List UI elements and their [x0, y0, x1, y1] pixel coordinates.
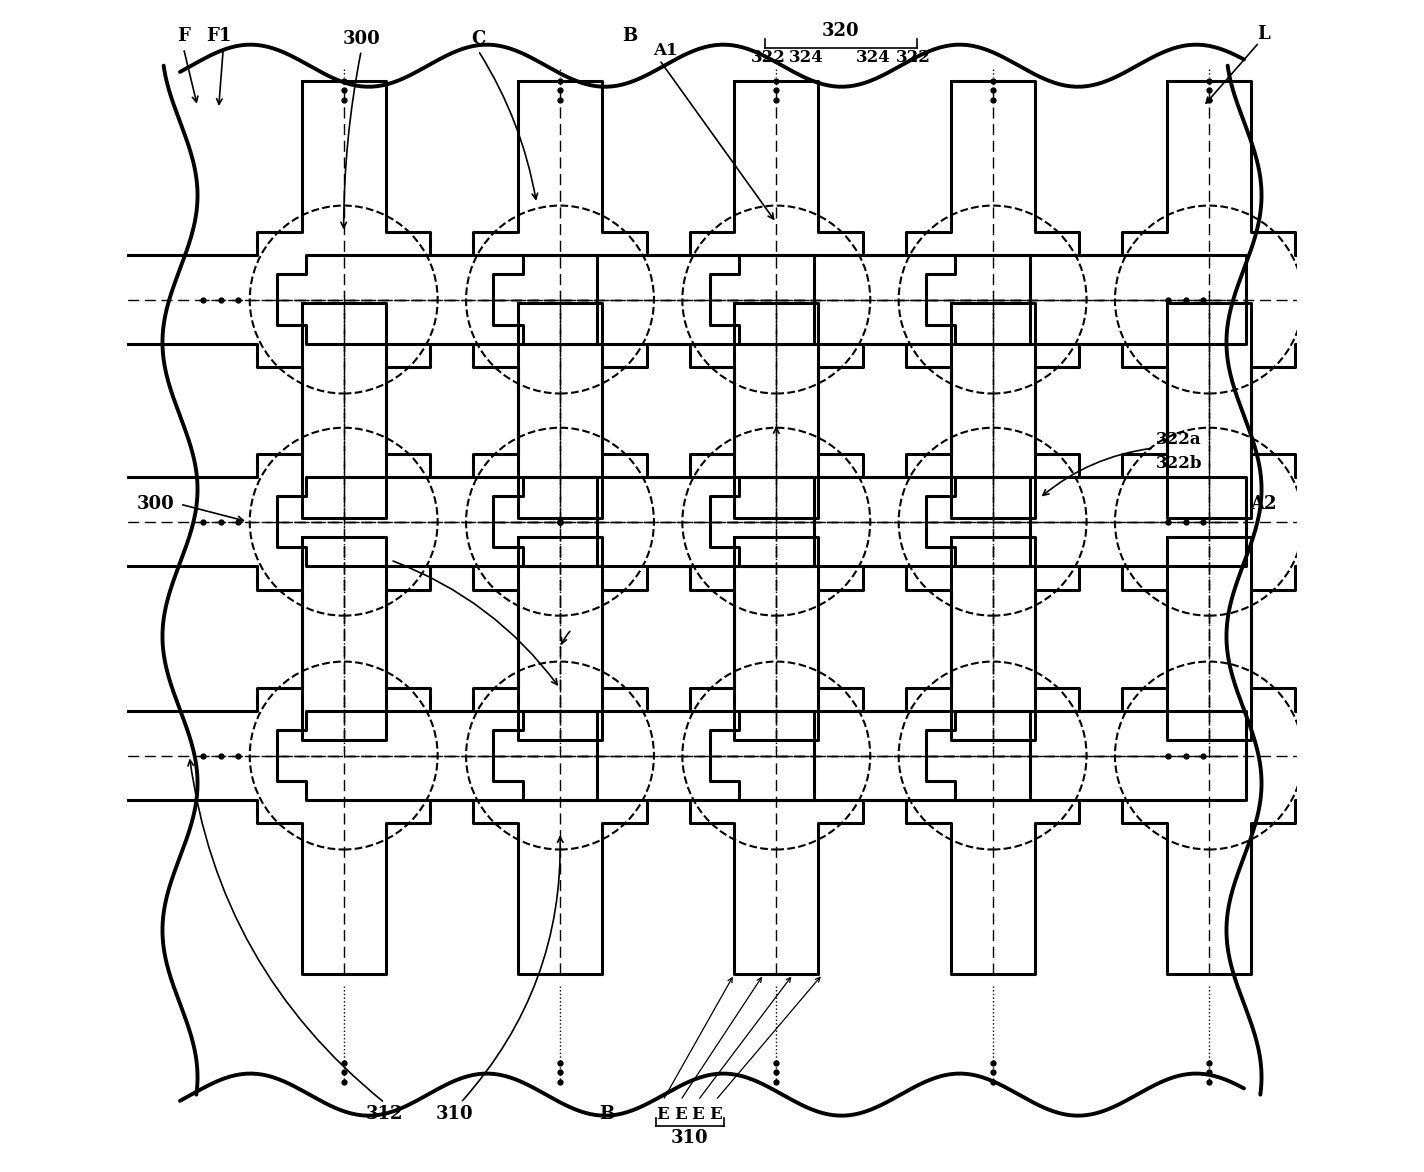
Text: E: E	[674, 1106, 686, 1123]
Text: 312: 312	[366, 1105, 403, 1124]
Text: B: B	[600, 1105, 614, 1124]
Text: 310: 310	[671, 1129, 709, 1147]
Text: 310: 310	[436, 1105, 474, 1124]
Text: E: E	[692, 1106, 705, 1123]
Text: E: E	[709, 1106, 722, 1123]
Text: 320: 320	[822, 21, 860, 40]
Text: 322b: 322b	[1156, 455, 1203, 472]
Text: 300: 300	[137, 495, 174, 513]
Text: C: C	[471, 29, 486, 48]
Text: 324: 324	[789, 49, 824, 66]
Text: 324: 324	[856, 49, 891, 66]
Text: F: F	[177, 27, 189, 46]
Text: 322a: 322a	[1156, 431, 1202, 449]
Text: 300: 300	[342, 29, 380, 48]
Text: A2: A2	[1250, 495, 1276, 513]
Text: 322: 322	[896, 49, 930, 66]
Text: A1: A1	[654, 42, 678, 59]
Text: E: E	[656, 1106, 669, 1123]
Text: F1: F1	[206, 27, 231, 46]
Text: 322: 322	[750, 49, 786, 66]
Text: L: L	[1257, 25, 1270, 43]
Text: B: B	[622, 27, 638, 46]
